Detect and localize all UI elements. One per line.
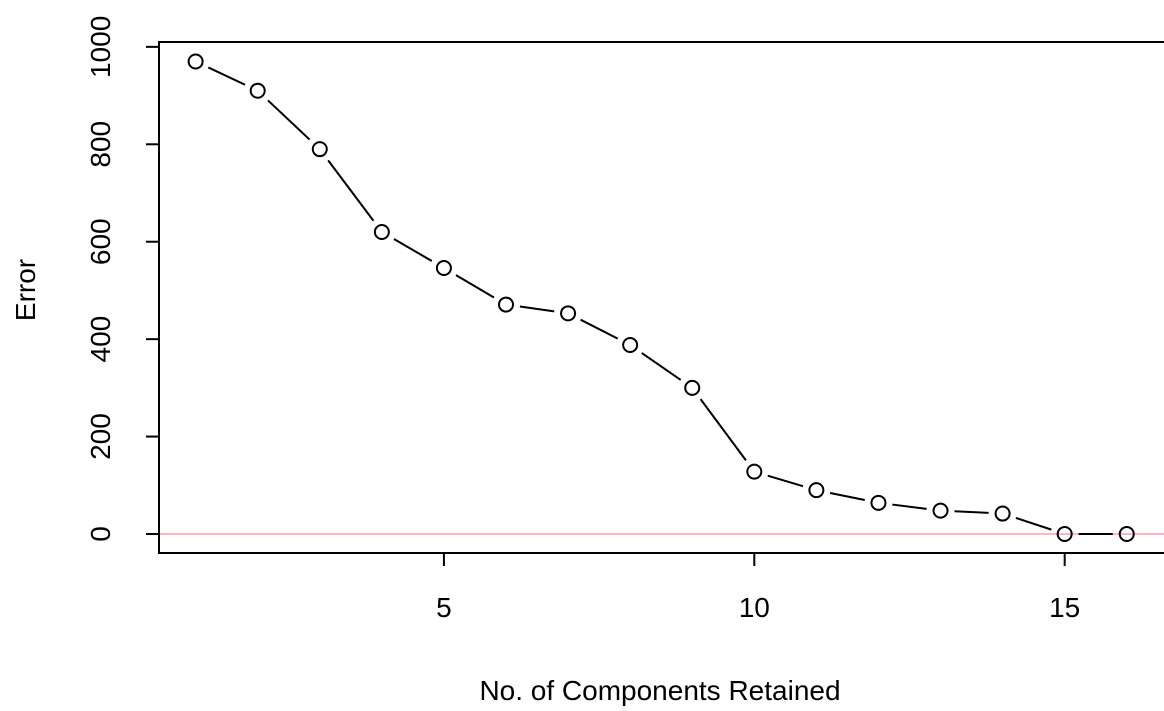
series-segment bbox=[519, 305, 555, 313]
y-axis-title: Error bbox=[10, 259, 41, 321]
data-point bbox=[249, 82, 266, 99]
axes-layer: 0 200 400 600 800 1000 5 10 15 bbox=[85, 16, 1164, 623]
data-point bbox=[932, 502, 949, 519]
x-axis-title: No. of Components Retained bbox=[479, 675, 840, 706]
series-segment bbox=[767, 474, 804, 488]
data-point bbox=[373, 223, 390, 240]
series-segment bbox=[580, 318, 619, 340]
series-segment bbox=[954, 510, 989, 514]
series-segment bbox=[829, 491, 865, 502]
y-tick-label: 800 bbox=[85, 121, 116, 168]
data-point bbox=[1056, 526, 1073, 543]
data-point bbox=[808, 482, 825, 499]
y-tick-label: 0 bbox=[85, 526, 116, 542]
data-point bbox=[498, 296, 515, 313]
series-layer bbox=[187, 53, 1135, 543]
data-point bbox=[311, 141, 328, 158]
series-segment bbox=[892, 503, 927, 510]
x-tick-label: 10 bbox=[739, 592, 770, 623]
series-segment bbox=[455, 274, 495, 299]
series-segment bbox=[1015, 516, 1052, 531]
data-point bbox=[622, 336, 639, 353]
x-tick-label: 5 bbox=[436, 592, 452, 623]
data-point bbox=[560, 305, 577, 322]
series-segment bbox=[207, 66, 246, 86]
data-point bbox=[746, 463, 763, 480]
series-segment bbox=[699, 398, 747, 461]
data-point bbox=[684, 379, 701, 396]
y-tick-label: 1000 bbox=[85, 16, 116, 78]
series-segment bbox=[393, 238, 433, 262]
plot-frame bbox=[158, 41, 1164, 554]
data-point bbox=[994, 505, 1011, 522]
data-point bbox=[435, 260, 452, 277]
x-tick-label: 15 bbox=[1049, 592, 1080, 623]
y-tick-label: 200 bbox=[85, 413, 116, 460]
y-tick-label: 400 bbox=[85, 316, 116, 363]
data-point bbox=[1118, 526, 1135, 543]
series-segment bbox=[641, 352, 682, 381]
y-tick-label: 600 bbox=[85, 218, 116, 265]
data-point bbox=[870, 494, 887, 511]
data-point bbox=[187, 53, 204, 70]
series-segment bbox=[327, 159, 375, 222]
series-segment bbox=[267, 99, 311, 141]
